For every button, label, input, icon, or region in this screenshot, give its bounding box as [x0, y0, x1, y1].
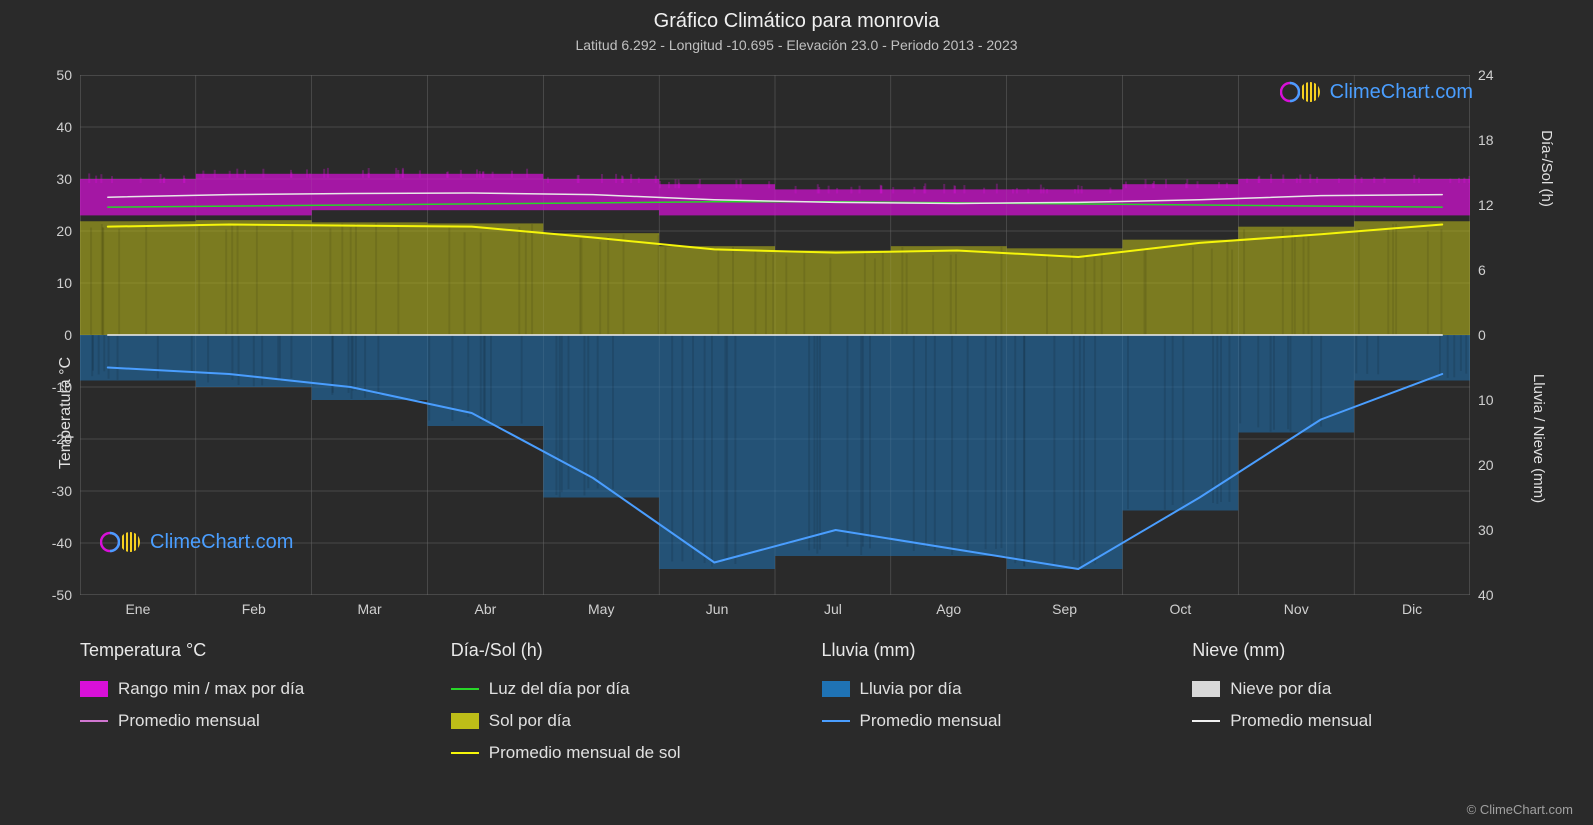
legend-header: Día-/Sol (h) — [451, 640, 792, 661]
legend-swatch — [822, 720, 850, 722]
tick-label: 12 — [1478, 197, 1494, 213]
logo-text: ClimeChart.com — [150, 531, 293, 554]
tick-label: Abr — [475, 601, 497, 617]
legend-column: Nieve (mm) Nieve por día Promedio mensual — [1192, 640, 1533, 763]
tick-label: 6 — [1478, 262, 1486, 278]
legend-label: Rango min / max por día — [118, 679, 304, 699]
legend-label: Promedio mensual — [1230, 711, 1372, 731]
legend-column: Lluvia (mm) Lluvia por día Promedio mensua… — [822, 640, 1163, 763]
tick-label: Ene — [125, 601, 150, 617]
right-axis-top-label: Día-/Sol (h) — [1538, 130, 1555, 207]
legend-item: Lluvia por día — [822, 679, 1163, 699]
tick-label: 10 — [1478, 392, 1494, 408]
legend-item: Luz del día por día — [451, 679, 792, 699]
tick-label: 0 — [64, 327, 72, 343]
legend-label: Nieve por día — [1230, 679, 1331, 699]
legend-header: Temperatura °C — [80, 640, 421, 661]
legend-label: Promedio mensual — [118, 711, 260, 731]
legend-label: Promedio mensual de sol — [489, 743, 681, 763]
right-axis-bottom-label: Lluvia / Nieve (mm) — [1530, 374, 1547, 503]
legend-swatch — [80, 681, 108, 697]
chart-svg — [80, 75, 1470, 595]
left-axis-label: Temperatura °C — [57, 356, 75, 468]
container: Gráfico Climático para monrovia Latitud … — [0, 0, 1593, 825]
legend-swatch — [80, 720, 108, 722]
logo-icon — [1280, 80, 1324, 104]
tick-label: Jun — [706, 601, 729, 617]
legend-swatch — [451, 688, 479, 690]
tick-label: Nov — [1284, 601, 1309, 617]
tick-label: -50 — [52, 587, 72, 603]
tick-label: Oct — [1170, 601, 1192, 617]
tick-label: -10 — [52, 379, 72, 395]
tick-label: 30 — [1478, 522, 1494, 538]
tick-label: 30 — [56, 171, 72, 187]
tick-label: -30 — [52, 483, 72, 499]
tick-label: 20 — [1478, 457, 1494, 473]
tick-label: May — [588, 601, 614, 617]
tick-label: Sep — [1052, 601, 1077, 617]
legend-label: Lluvia por día — [860, 679, 962, 699]
legend-swatch — [822, 681, 850, 697]
legend-item: Promedio mensual — [1192, 711, 1533, 731]
tick-label: -20 — [52, 431, 72, 447]
credit: © ClimeChart.com — [1467, 802, 1573, 817]
legend-item: Promedio mensual de sol — [451, 743, 792, 763]
legend-column: Temperatura °C Rango min / max por día Pro… — [80, 640, 421, 763]
legend-header: Nieve (mm) — [1192, 640, 1533, 661]
tick-label: Feb — [242, 601, 266, 617]
tick-label: 24 — [1478, 67, 1494, 83]
tick-label: Mar — [358, 601, 382, 617]
legend-item: Rango min / max por día — [80, 679, 421, 699]
logo-text: ClimeChart.com — [1330, 81, 1473, 104]
legend-swatch — [1192, 720, 1220, 722]
legend-label: Promedio mensual — [860, 711, 1002, 731]
tick-label: Ago — [936, 601, 961, 617]
tick-label: 40 — [56, 119, 72, 135]
legend: Temperatura °C Rango min / max por día Pro… — [80, 640, 1533, 763]
legend-swatch — [1192, 681, 1220, 697]
legend-header: Lluvia (mm) — [822, 640, 1163, 661]
legend-column: Día-/Sol (h) Luz del día por día Sol por d… — [451, 640, 792, 763]
tick-label: 18 — [1478, 132, 1494, 148]
tick-label: 10 — [56, 275, 72, 291]
legend-label: Luz del día por día — [489, 679, 630, 699]
legend-swatch — [451, 752, 479, 754]
logo-icon — [100, 530, 144, 554]
legend-item: Promedio mensual — [80, 711, 421, 731]
tick-label: Dic — [1402, 601, 1422, 617]
chart-subtitle: Latitud 6.292 - Longitud -10.695 - Eleva… — [0, 33, 1593, 53]
legend-item: Nieve por día — [1192, 679, 1533, 699]
tick-label: -40 — [52, 535, 72, 551]
legend-label: Sol por día — [489, 711, 571, 731]
legend-item: Sol por día — [451, 711, 792, 731]
tick-label: 20 — [56, 223, 72, 239]
chart-area: -50-40-30-20-100102030405006121824102030… — [80, 75, 1470, 595]
logo-bottom: ClimeChart.com — [100, 530, 293, 554]
tick-label: 40 — [1478, 587, 1494, 603]
legend-item: Promedio mensual — [822, 711, 1163, 731]
tick-label: Jul — [824, 601, 842, 617]
chart-title: Gráfico Climático para monrovia — [0, 0, 1593, 33]
tick-label: 50 — [56, 67, 72, 83]
tick-label: 0 — [1478, 327, 1486, 343]
logo-top: ClimeChart.com — [1280, 80, 1473, 104]
legend-swatch — [451, 713, 479, 729]
